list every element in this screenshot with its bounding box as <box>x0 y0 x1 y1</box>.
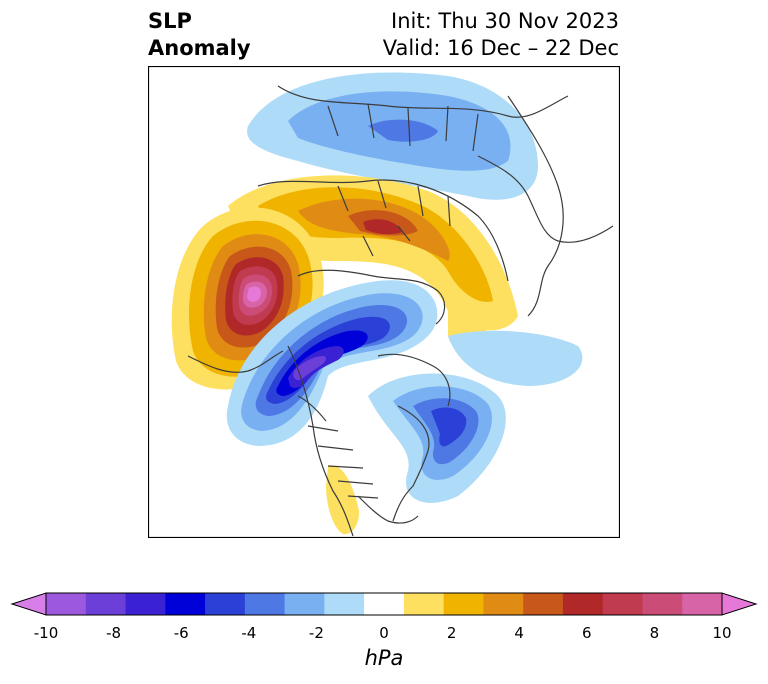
colorbar-tick-label: 10 <box>712 624 732 642</box>
colorbar-units: hPa <box>364 646 404 670</box>
colorbar-segment <box>523 593 564 615</box>
positive-anomaly-siberia <box>228 175 518 331</box>
colorbar-segment <box>284 593 325 615</box>
title-line-2: Anomaly <box>148 36 251 60</box>
title-line-1: SLP <box>148 9 192 33</box>
slp-anomaly-map <box>148 66 620 538</box>
positive-anomaly-southwest-us <box>326 465 359 535</box>
negative-anomaly-labrador <box>368 373 506 503</box>
colorbar-segment <box>483 593 524 615</box>
colorbar-tick-label: -8 <box>106 624 122 642</box>
colorbar-segment <box>642 593 683 615</box>
negative-anomaly-europe <box>247 72 539 200</box>
negative-anomaly-atlantic <box>448 330 583 386</box>
colorbar-segment <box>443 593 484 615</box>
coastlines <box>187 85 614 537</box>
colorbar-segment <box>562 593 604 615</box>
colorbar <box>10 592 758 616</box>
colorbar-segment <box>85 593 127 615</box>
colorbar-segment <box>125 593 166 615</box>
colorbar-segment <box>403 593 445 615</box>
colorbar-tick-label: 2 <box>446 624 457 642</box>
valid-range: Valid: 16 Dec – 22 Dec <box>382 36 619 60</box>
colorbar-low-extension <box>10 592 47 616</box>
colorbar-segment <box>364 593 405 615</box>
colorbar-segment <box>324 593 365 615</box>
colorbar-segment <box>165 593 206 615</box>
colorbar-tick-label: -6 <box>173 624 189 642</box>
colorbar-segments <box>46 593 723 615</box>
negative-anomaly-north-america <box>226 280 438 446</box>
map-title: SLP Anomaly <box>148 8 251 62</box>
colorbar-segment <box>205 593 246 615</box>
colorbar-tick-label: -10 <box>33 624 59 642</box>
colorbar-ticks: -10 -8 -6 -4 -2 0 2 4 6 8 10 <box>0 624 768 644</box>
colorbar-segment <box>46 593 87 615</box>
colorbar-tick-label: 8 <box>649 624 660 642</box>
colorbar-tick-label: 4 <box>514 624 524 642</box>
colorbar-high-extension <box>721 592 758 616</box>
colorbar-segment <box>244 593 286 615</box>
colorbar-tick-label: 0 <box>379 624 389 642</box>
colorbar-segment <box>602 593 643 615</box>
colorbar-tick-label: -4 <box>241 624 257 642</box>
colorbar-segment <box>682 593 723 615</box>
init-date: Init: Thu 30 Nov 2023 <box>391 9 619 33</box>
colorbar-tick-label: 6 <box>582 624 592 642</box>
colorbar-tick-label: -2 <box>308 624 324 642</box>
forecast-dates: Init: Thu 30 Nov 2023 Valid: 16 Dec – 22… <box>383 8 619 62</box>
